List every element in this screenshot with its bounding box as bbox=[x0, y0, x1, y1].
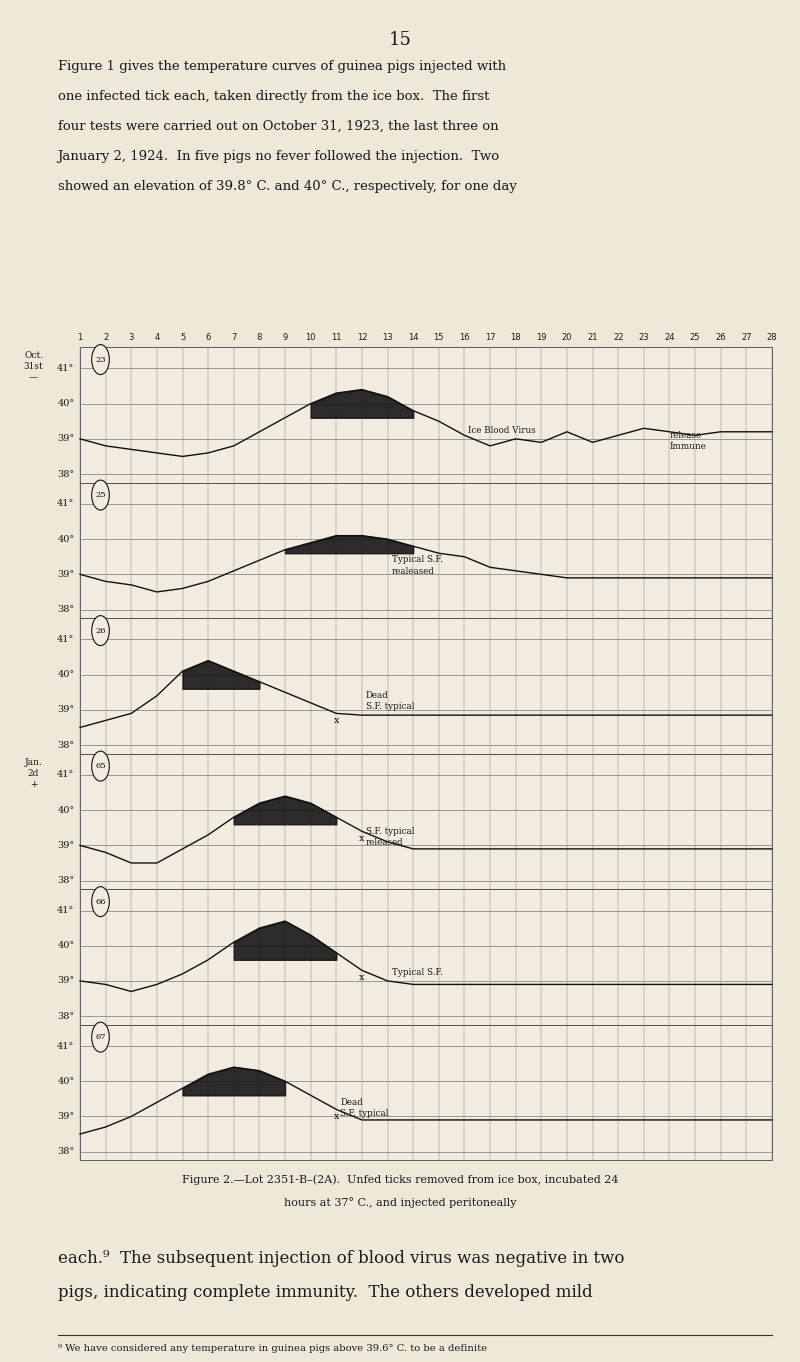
Text: 41°: 41° bbox=[57, 500, 74, 508]
Text: 8: 8 bbox=[257, 332, 262, 342]
Text: 41°: 41° bbox=[57, 1042, 74, 1050]
Text: 7: 7 bbox=[231, 332, 237, 342]
Text: 40°: 40° bbox=[58, 535, 74, 543]
Text: 65: 65 bbox=[95, 763, 106, 770]
Text: one infected tick each, taken directly from the ice box.  The first: one infected tick each, taken directly f… bbox=[58, 90, 489, 104]
Text: Ice Blood Virus: Ice Blood Virus bbox=[469, 425, 536, 434]
Text: 5: 5 bbox=[180, 332, 185, 342]
Circle shape bbox=[92, 345, 110, 375]
Text: 18: 18 bbox=[510, 332, 521, 342]
Text: Oct.
31st
—: Oct. 31st — bbox=[24, 351, 43, 383]
Text: Jan.
2d
+: Jan. 2d + bbox=[25, 757, 42, 789]
Text: pigs, indicating complete immunity.  The others developed mild: pigs, indicating complete immunity. The … bbox=[58, 1284, 592, 1301]
Text: x: x bbox=[334, 716, 339, 725]
Text: 40°: 40° bbox=[58, 806, 74, 814]
Text: x: x bbox=[359, 972, 365, 982]
Text: release
Immune: release Immune bbox=[670, 430, 706, 451]
Text: 3: 3 bbox=[129, 332, 134, 342]
Text: 41°: 41° bbox=[57, 906, 74, 915]
Text: 40°: 40° bbox=[58, 1077, 74, 1086]
Text: January 2, 1924.  In five pigs no fever followed the injection.  Two: January 2, 1924. In five pigs no fever f… bbox=[58, 150, 500, 163]
Text: 40°: 40° bbox=[58, 941, 74, 951]
Text: each.⁹  The subsequent injection of blood virus was negative in two: each.⁹ The subsequent injection of blood… bbox=[58, 1250, 624, 1267]
Text: four tests were carried out on October 31, 1923, the last three on: four tests were carried out on October 3… bbox=[58, 120, 498, 133]
Text: 39°: 39° bbox=[58, 1111, 74, 1121]
Text: 12: 12 bbox=[357, 332, 367, 342]
Bar bbox=[80, 347, 772, 484]
Text: 40°: 40° bbox=[58, 670, 74, 680]
Text: 19: 19 bbox=[536, 332, 546, 342]
Text: 39°: 39° bbox=[58, 840, 74, 850]
Text: 15: 15 bbox=[434, 332, 444, 342]
Text: 16: 16 bbox=[459, 332, 470, 342]
Text: 38°: 38° bbox=[58, 1147, 74, 1156]
Text: 6: 6 bbox=[206, 332, 211, 342]
Text: 38°: 38° bbox=[58, 605, 74, 614]
Text: 11: 11 bbox=[331, 332, 342, 342]
Text: 38°: 38° bbox=[58, 1012, 74, 1020]
Bar bbox=[80, 484, 772, 618]
Text: Typical S.F.: Typical S.F. bbox=[391, 967, 442, 977]
Text: 41°: 41° bbox=[57, 364, 74, 373]
Circle shape bbox=[92, 1022, 110, 1051]
Text: 1: 1 bbox=[78, 332, 82, 342]
Text: 15: 15 bbox=[389, 31, 411, 49]
Text: Typical S.F.
realeased: Typical S.F. realeased bbox=[391, 556, 442, 576]
Text: 66: 66 bbox=[95, 898, 106, 906]
Text: 26: 26 bbox=[95, 627, 106, 635]
Text: 13: 13 bbox=[382, 332, 393, 342]
Text: x: x bbox=[359, 834, 365, 843]
Circle shape bbox=[92, 481, 110, 511]
Text: Figure 1 gives the temperature curves of guinea pigs injected with: Figure 1 gives the temperature curves of… bbox=[58, 60, 506, 74]
Text: hours at 37° C., and injected peritoneally: hours at 37° C., and injected peritoneal… bbox=[284, 1197, 516, 1208]
Text: 25: 25 bbox=[690, 332, 700, 342]
Text: 38°: 38° bbox=[58, 470, 74, 478]
Text: 24: 24 bbox=[664, 332, 674, 342]
Bar bbox=[80, 618, 772, 755]
Bar bbox=[80, 889, 772, 1024]
Text: 39°: 39° bbox=[58, 977, 74, 985]
Text: Dead
S.F. typical: Dead S.F. typical bbox=[340, 1098, 389, 1118]
Text: x: x bbox=[334, 1113, 339, 1121]
Text: 25: 25 bbox=[95, 492, 106, 498]
Text: S.F. typical
released: S.F. typical released bbox=[366, 827, 414, 847]
Text: Dead
S.F. typical: Dead S.F. typical bbox=[366, 691, 414, 711]
Text: 40°: 40° bbox=[58, 399, 74, 409]
Text: 27: 27 bbox=[741, 332, 752, 342]
Bar bbox=[80, 1024, 772, 1160]
Circle shape bbox=[92, 752, 110, 782]
Text: 28: 28 bbox=[766, 332, 778, 342]
Bar bbox=[80, 755, 772, 889]
Text: 39°: 39° bbox=[58, 569, 74, 579]
Text: 67: 67 bbox=[95, 1034, 106, 1041]
Text: 9: 9 bbox=[282, 332, 288, 342]
Text: 41°: 41° bbox=[57, 635, 74, 644]
Text: 39°: 39° bbox=[58, 706, 74, 714]
Text: 38°: 38° bbox=[58, 876, 74, 885]
Text: 14: 14 bbox=[408, 332, 418, 342]
Circle shape bbox=[92, 887, 110, 917]
Text: 10: 10 bbox=[306, 332, 316, 342]
Text: 20: 20 bbox=[562, 332, 572, 342]
Text: 22: 22 bbox=[613, 332, 623, 342]
Text: 38°: 38° bbox=[58, 741, 74, 749]
Text: showed an elevation of 39.8° C. and 40° C., respectively, for one day: showed an elevation of 39.8° C. and 40° … bbox=[58, 180, 517, 193]
Text: 39°: 39° bbox=[58, 434, 74, 443]
Text: Figure 2.—Lot 2351-B–(2A).  Unfed ticks removed from ice box, incubated 24: Figure 2.—Lot 2351-B–(2A). Unfed ticks r… bbox=[182, 1174, 618, 1185]
Text: 2: 2 bbox=[103, 332, 108, 342]
Text: 41°: 41° bbox=[57, 771, 74, 779]
Circle shape bbox=[92, 616, 110, 646]
Text: 4: 4 bbox=[154, 332, 159, 342]
Text: 26: 26 bbox=[715, 332, 726, 342]
Text: 23: 23 bbox=[638, 332, 649, 342]
Text: 23: 23 bbox=[95, 355, 106, 364]
Text: 17: 17 bbox=[485, 332, 495, 342]
Text: ⁹ We have considered any temperature in guinea pigs above 39.6° C. to be a defin: ⁹ We have considered any temperature in … bbox=[58, 1344, 486, 1354]
Text: 21: 21 bbox=[587, 332, 598, 342]
